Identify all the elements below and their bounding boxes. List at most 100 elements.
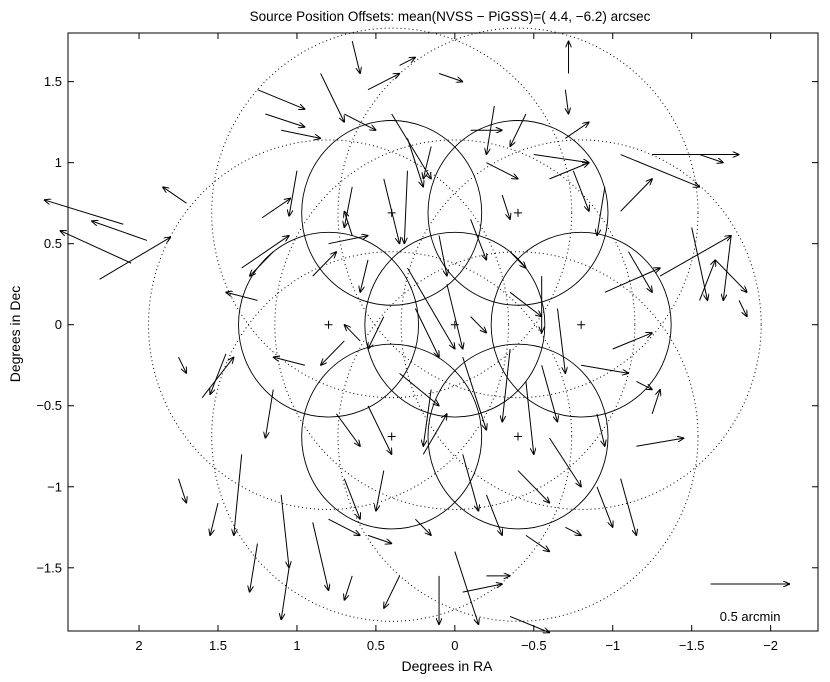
offset-arrow-97 xyxy=(384,575,401,608)
offset-arrow-102 xyxy=(399,57,416,66)
offset-arrow-75 xyxy=(596,413,605,446)
offset-arrow-32 xyxy=(407,267,454,349)
offset-arrow-105 xyxy=(486,162,518,179)
offset-arrow-54 xyxy=(699,260,716,301)
offset-arrow-64 xyxy=(336,413,360,446)
offset-arrow-3 xyxy=(92,221,148,241)
outer-circle-6 xyxy=(337,251,699,622)
offset-arrows xyxy=(44,41,747,633)
outer-circle-2 xyxy=(400,139,762,510)
offset-arrow-50 xyxy=(723,235,732,301)
scale-arrow-label: 0.5 arcmin xyxy=(720,609,781,624)
offset-arrow-24 xyxy=(344,186,353,228)
offset-arrow-57 xyxy=(509,291,542,316)
offset-arrow-83 xyxy=(328,518,361,535)
offset-arrow-48 xyxy=(620,179,653,212)
offset-arrow-79 xyxy=(462,454,479,511)
offset-arrow-60 xyxy=(368,316,385,349)
offset-arrow-59 xyxy=(414,308,439,358)
pointing-centers xyxy=(324,208,586,441)
offset-arrow-47 xyxy=(597,186,606,236)
primary-beam-circles xyxy=(238,120,672,530)
offset-arrow-73 xyxy=(612,333,652,350)
offset-arrow-51 xyxy=(628,251,653,293)
primary-circle-2 xyxy=(490,231,672,418)
offset-arrow-78 xyxy=(485,494,502,536)
offset-arrow-15 xyxy=(312,522,329,590)
primary-circle-6 xyxy=(427,343,609,530)
x-tick-label: −1 xyxy=(605,638,620,653)
offset-arrow-100 xyxy=(178,478,187,503)
offset-arrow-30 xyxy=(312,252,337,277)
offset-arrow-66 xyxy=(399,372,439,405)
offset-arrow-77 xyxy=(517,470,550,503)
offset-arrow-8 xyxy=(226,292,258,301)
offset-arrow-98 xyxy=(344,575,353,600)
offset-arrow-90 xyxy=(565,526,581,535)
offset-arrow-19 xyxy=(281,129,320,138)
x-axis-label: Degrees in RA xyxy=(401,658,493,674)
pointing-center-5 xyxy=(387,432,396,441)
offset-arrow-33 xyxy=(438,235,447,277)
offset-arrow-95 xyxy=(509,615,549,632)
pointing-center-4 xyxy=(514,208,522,217)
offset-arrow-80 xyxy=(422,414,447,455)
offset-arrow-40 xyxy=(510,113,527,146)
outer-circle-5 xyxy=(211,251,573,622)
offset-arrow-18 xyxy=(265,113,304,127)
x-tick-label: 1.5 xyxy=(209,638,227,653)
offset-arrow-76 xyxy=(549,437,582,487)
offset-arrow-56 xyxy=(556,308,565,374)
offset-arrow-94 xyxy=(651,390,660,414)
offset-arrow-1 xyxy=(60,231,132,264)
y-tick-label: −1.5 xyxy=(36,560,62,575)
offset-arrow-81 xyxy=(376,470,385,512)
offset-arrow-17 xyxy=(257,89,304,109)
primary-circle-0 xyxy=(364,231,546,418)
offset-arrow-37 xyxy=(565,122,589,139)
offset-arrow-14 xyxy=(281,567,290,620)
outer-circle-3 xyxy=(211,27,573,399)
offset-arrow-68 xyxy=(462,356,487,430)
x-tick-label: 2 xyxy=(135,638,142,653)
chart-title: Source Position Offsets: mean(NVSS − PiG… xyxy=(250,9,651,24)
offset-arrow-52 xyxy=(604,268,660,293)
offset-arrow-27 xyxy=(423,146,432,178)
offset-arrow-67 xyxy=(423,389,432,447)
offset-arrow-22 xyxy=(391,113,431,179)
pointing-center-6 xyxy=(514,432,522,441)
offset-arrow-65 xyxy=(367,405,392,455)
offset-arrow-10 xyxy=(201,357,234,398)
offset-arrow-103 xyxy=(438,73,463,82)
offset-arrow-53 xyxy=(659,236,731,277)
offset-arrow-6 xyxy=(289,170,298,216)
offset-arrow-16 xyxy=(320,73,345,123)
outer-beam-circles xyxy=(148,27,762,622)
x-tick-label: −0.5 xyxy=(521,638,547,653)
offset-arrow-46 xyxy=(699,154,724,163)
offset-arrow-4 xyxy=(241,236,289,269)
offset-arrow-2 xyxy=(99,237,171,280)
offset-arrow-23 xyxy=(406,138,423,187)
x-tick-label: 0.5 xyxy=(367,638,385,653)
offset-arrow-82 xyxy=(343,478,360,520)
offset-arrow-71 xyxy=(541,365,558,422)
primary-circle-4 xyxy=(427,120,609,306)
offset-arrow-9 xyxy=(210,353,227,395)
offset-arrow-61 xyxy=(321,340,345,365)
offset-arrow-35 xyxy=(501,194,510,219)
offset-arrow-85 xyxy=(415,518,431,535)
outer-circle-4 xyxy=(337,27,699,399)
y-tick-label: 1 xyxy=(55,155,62,170)
offset-arrow-91 xyxy=(596,486,613,528)
offset-arrow-29 xyxy=(328,236,368,245)
offset-arrow-20 xyxy=(344,113,376,130)
x-tick-label: 0 xyxy=(451,638,458,653)
primary-circle-5 xyxy=(301,343,483,530)
plot-frame xyxy=(67,32,819,632)
offset-arrow-107 xyxy=(738,300,747,316)
offset-arrow-58 xyxy=(446,284,463,349)
offset-arrow-110 xyxy=(163,187,187,204)
primary-circle-1 xyxy=(238,231,419,418)
offset-arrow-13 xyxy=(280,494,289,568)
